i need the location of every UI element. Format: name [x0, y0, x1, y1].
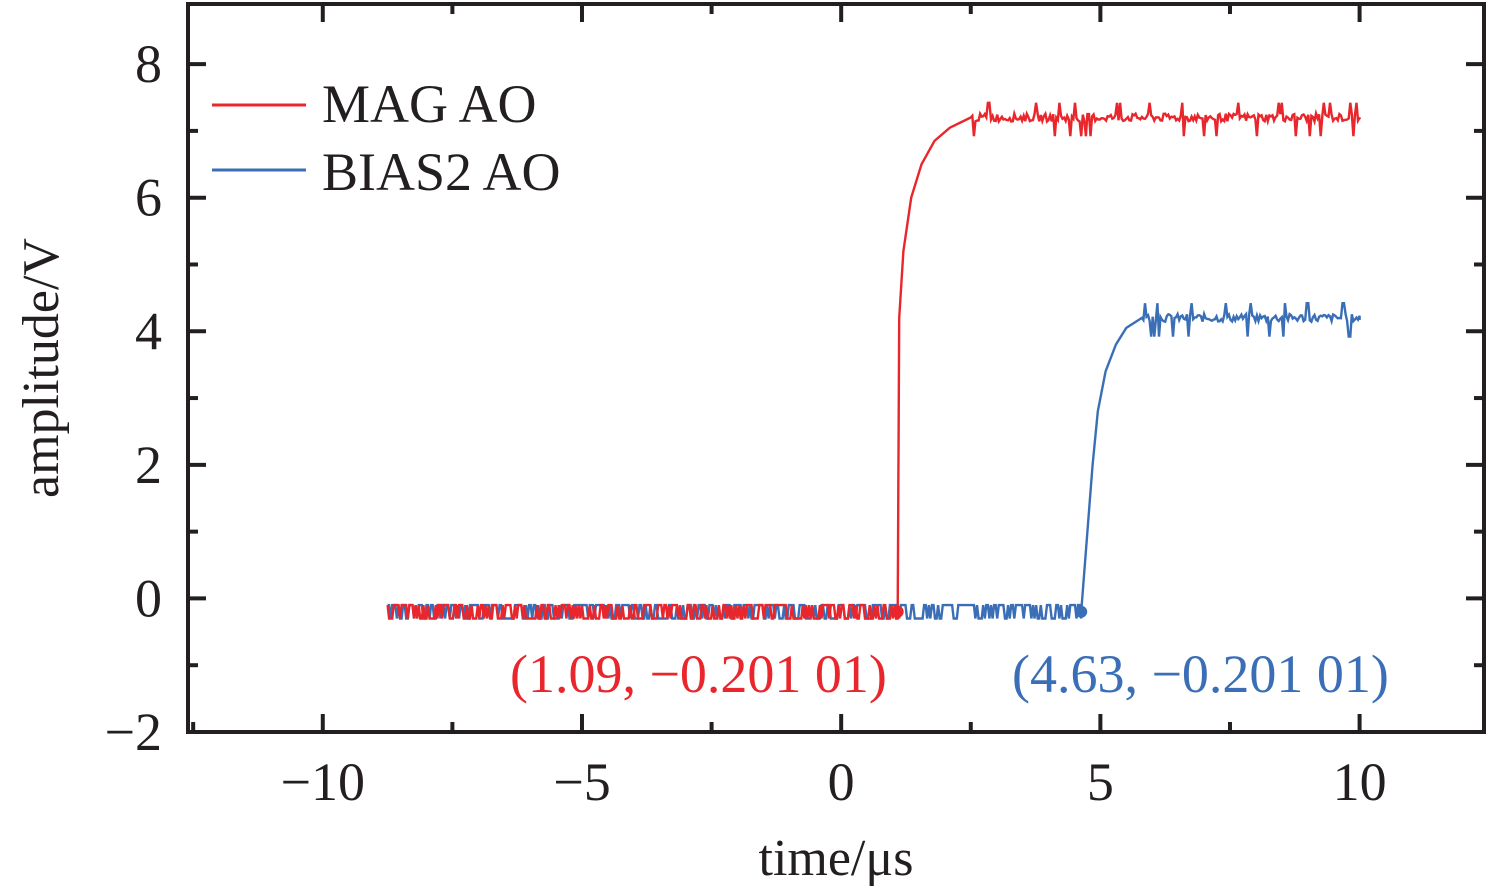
- x-tick-label: 10: [1333, 752, 1387, 812]
- x-tick-label: −5: [553, 752, 610, 812]
- y-tick-label: 4: [135, 301, 162, 361]
- x-tick-label: 5: [1087, 752, 1114, 812]
- y-tick-label: −2: [105, 702, 162, 762]
- y-tick-label: 8: [135, 34, 162, 94]
- y-tick-label: 6: [135, 168, 162, 228]
- series-layer: [386, 101, 1361, 620]
- legend: MAG AO BIAS2 AO: [212, 74, 561, 202]
- y-axis-title: amplitude/V: [13, 238, 70, 498]
- y-tick-labels: −2 0 2 4 6 8: [105, 34, 162, 762]
- annotation-bias2-ao-step: (4.63, −0.201 01): [1012, 644, 1389, 704]
- annotation-mag-ao-step: (1.09, −0.201 01): [510, 644, 887, 704]
- series-line-bias2-ao: [387, 302, 1361, 620]
- x-tick-label: −10: [281, 752, 365, 812]
- legend-label-bias2-ao: BIAS2 AO: [322, 142, 561, 202]
- x-tick-label: 0: [828, 752, 855, 812]
- y-tick-label: 2: [135, 435, 162, 495]
- step-marker-mag-ao: [891, 605, 904, 618]
- y-tick-label: 0: [135, 568, 162, 628]
- step-marker-bias2-ao: [1075, 605, 1088, 618]
- x-axis-title: time/μs: [759, 830, 914, 887]
- plot-frame: [186, 2, 1486, 734]
- x-tick-labels: −10 −5 0 5 10: [281, 752, 1387, 812]
- ticks-layer: [188, 4, 1484, 734]
- series-line-mag-ao: [386, 101, 1361, 620]
- legend-label-mag-ao: MAG AO: [322, 74, 537, 134]
